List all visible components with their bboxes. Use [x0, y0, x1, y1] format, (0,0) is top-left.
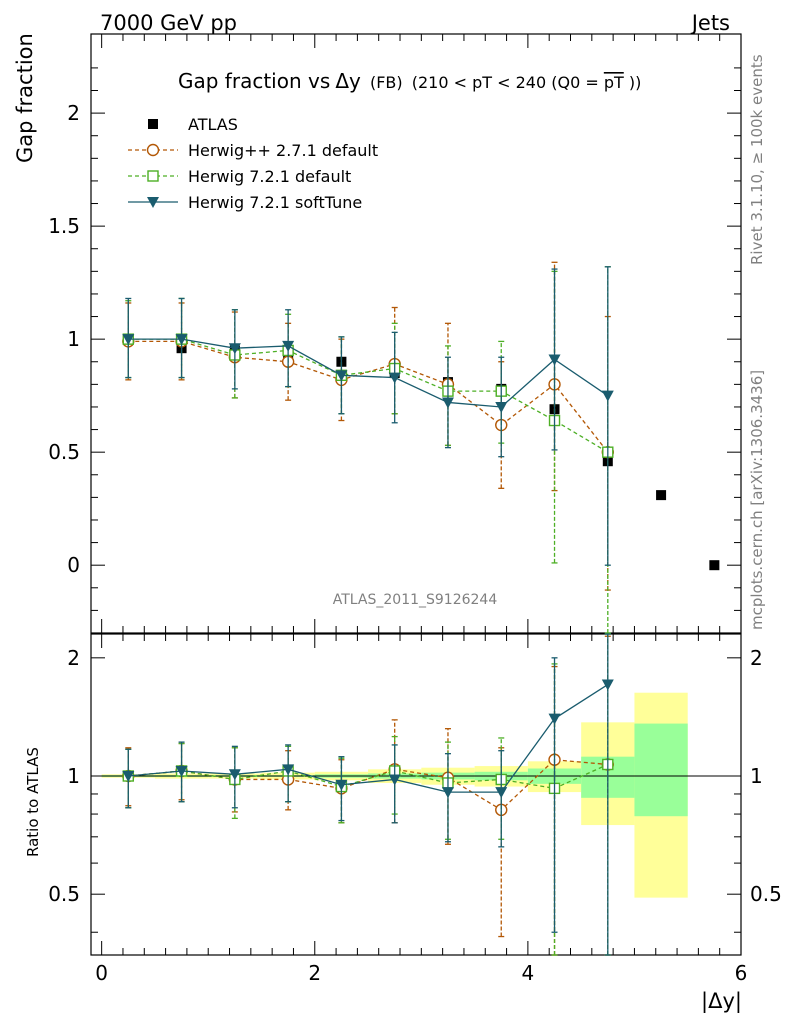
y-tick-label: 0: [67, 553, 80, 577]
legend-marker-herwig-2-7-1-default: [146, 143, 160, 157]
herwig-7-2-1-softtune-point: [388, 372, 401, 384]
herwig-7-2-1-softtune-line: [128, 683, 609, 793]
legend: ATLAS Herwig++ 2.7.1 default Herwig 7.2.1 …: [128, 115, 378, 212]
y-tick-label: 1.5: [48, 214, 80, 238]
herwig-7-2-1-softtune-point: [228, 769, 241, 781]
herwig-7-2-1-default-line: [128, 338, 609, 453]
title-q0: pT: [604, 73, 624, 92]
jets-label: Jets: [690, 11, 730, 35]
herwig-7-2-1-softtune-point: [282, 340, 295, 352]
y-tick-label: 0.5: [48, 440, 80, 464]
herwig-7-2-1-softtune-point: [335, 370, 348, 382]
herwig-7-2-1-softtune-point: [122, 771, 135, 783]
herwig-2-7-1-default-line: [128, 340, 609, 453]
ratio-y-tick-label: 1: [67, 764, 80, 788]
main-y-axis-title: Gap fraction: [13, 33, 37, 163]
legend-label-herwig-7-2-1-default: Herwig 7.2.1 default: [188, 167, 351, 186]
legend-marker-atlas: [148, 119, 158, 129]
herwig-7-2-1-softtune-point: [441, 787, 454, 799]
herwig-7-2-1-softtune-point: [175, 765, 188, 777]
herwig-7-2-1-softtune-point: [175, 334, 188, 346]
ratio-y-axis-title: Ratio to ATLAS: [24, 747, 42, 857]
ratio-y-tick-label-right: 2: [750, 646, 763, 670]
band-green: [634, 723, 688, 817]
title-fb: (FB): [370, 73, 403, 92]
rivet-label: Rivet 3.1.10, ≥ 100k events: [748, 54, 766, 265]
y-tick-label: 1: [67, 327, 80, 351]
ratio-y-tick-label-right: 0.5: [750, 882, 782, 906]
herwig-7-2-1-softtune-point: [441, 397, 454, 409]
atlas-point: [656, 490, 667, 501]
legend-label-atlas: ATLAS: [188, 115, 238, 134]
title-range: (210 < pT < 240 (Q0 =: [412, 73, 599, 92]
y-tick-label: 2: [67, 101, 80, 125]
legend-label-herwig-7-2-1-softtune: Herwig 7.2.1 softTune: [188, 193, 362, 212]
herwig-7-2-1-softtune-point: [388, 774, 401, 786]
ratio-y-tick-label: 2: [67, 646, 80, 670]
x-tick-label: 4: [522, 961, 535, 985]
legend-marker-herwig-7-2-1-softtune: [147, 197, 159, 208]
legend-marker-herwig-7-2-1-default: [147, 170, 159, 182]
x-tick-label: 2: [308, 961, 321, 985]
title-dy: Δy: [335, 69, 361, 93]
energy-label: 7000 GeV pp: [100, 11, 237, 35]
atlas-point: [709, 560, 720, 571]
main-panel-series: [122, 261, 720, 634]
title-main: Gap fraction vs: [178, 69, 330, 93]
ratio-panel-series: [122, 633, 615, 956]
plot-title: Gap fraction vs Δy (FB) (210 < pT < 240 …: [178, 69, 641, 93]
x-tick-label: 6: [735, 961, 748, 985]
herwig-7-2-1-softtune-point: [548, 713, 561, 725]
herwig-7-2-1-softtune-point: [601, 390, 614, 402]
herwig-7-2-1-softtune-point: [495, 401, 508, 413]
herwig-7-2-1-softtune-point: [282, 764, 295, 776]
herwig-7-2-1-softtune-point: [335, 779, 348, 791]
title-close: )): [629, 73, 641, 92]
herwig-7-2-1-softtune-point: [122, 334, 135, 346]
analysis-tag: ATLAS_2011_S9126244: [333, 592, 498, 608]
ratio-frame: [90, 633, 742, 956]
legend-label-herwig-2-7-1-default: Herwig++ 2.7.1 default: [188, 141, 378, 160]
herwig-7-2-1-softtune-line: [128, 338, 609, 408]
herwig-7-2-1-softtune-point: [228, 343, 241, 355]
herwig-7-2-1-softtune-point: [601, 679, 614, 691]
herwig-7-2-1-default-line: [128, 763, 609, 790]
ratio-y-tick-label: 0.5: [48, 882, 80, 906]
x-tick-label: 0: [95, 961, 108, 985]
herwig-7-2-1-softtune-point: [548, 354, 561, 366]
herwig-7-2-1-softtune-point: [495, 787, 508, 799]
axes: 0 2 4 6 0 0.5 1 1.5 2 0.5 0.5 1 1 2 2: [48, 33, 782, 985]
mcplots-label: mcplots.cern.ch [arXiv:1306.3436]: [748, 370, 766, 630]
main-frame: [90, 33, 742, 634]
ratio-y-tick-label-right: 1: [750, 764, 763, 788]
x-axis-title: |Δy|: [701, 989, 742, 1014]
